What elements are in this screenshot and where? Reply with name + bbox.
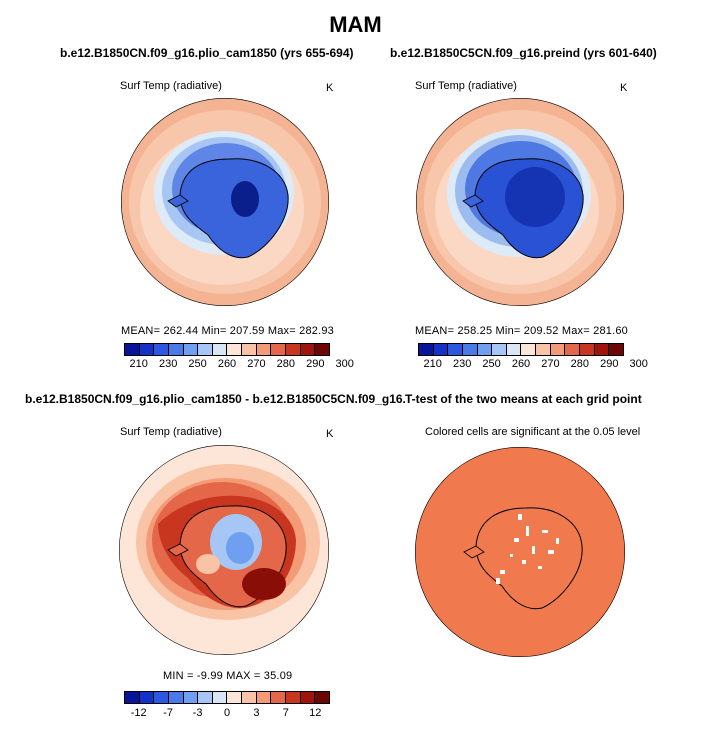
- panel2-colorbar-tick-label: 210: [423, 358, 442, 370]
- panel1-colorbar-swatch: [242, 344, 257, 355]
- panel2-colorbar-tick-label: 300: [629, 358, 648, 370]
- panel3-colorbar-tick-label: 0: [223, 707, 231, 719]
- panel1-colorbar-tick-label: 260: [217, 358, 237, 370]
- panel2-colorbar-swatch: [521, 344, 537, 355]
- panel2-colorbar-swatch: [594, 344, 610, 355]
- panel1-colorbar-swatch: [183, 344, 199, 355]
- panel1-units: K: [326, 82, 334, 94]
- panel3-title: b.e12.B1850CN.f09_g16.plio_cam1850 - b.e…: [25, 392, 405, 406]
- panel1-colorbar: [124, 343, 330, 356]
- panel1-colorbar-tick-label: 270: [247, 358, 266, 370]
- panel3-colorbar-swatch: [212, 692, 228, 703]
- panel3-polar-map: [119, 445, 329, 655]
- panel4-title: T-test of the two means at each grid poi…: [405, 392, 642, 406]
- panel2-colorbar: [418, 343, 624, 356]
- panel1-colorbar-swatch: [139, 344, 155, 355]
- panel3-variable: Surf Temp (radiative): [120, 426, 222, 438]
- panel2-colorbar-swatch: [580, 344, 595, 355]
- panel3-colorbar: [124, 691, 330, 704]
- panel3-colorbar-tick-label: -7: [163, 707, 174, 719]
- panel4-polar-map: [415, 447, 625, 657]
- panel2-colorbar-swatch: [536, 344, 551, 355]
- panel1-colorbar-swatch: [168, 344, 184, 355]
- panel1-colorbar-tick-label: 280: [276, 358, 296, 370]
- panel2-colorbar-swatch: [462, 344, 478, 355]
- panel2-colorbar-tick-label: 270: [541, 358, 560, 370]
- panel2-polar-map: [416, 98, 624, 306]
- panel1-colorbar-swatch: [315, 344, 329, 355]
- panel3-units: K: [326, 428, 334, 440]
- panel3-colorbar-swatch: [168, 692, 184, 703]
- panel2-colorbar-swatch: [550, 344, 566, 355]
- panel2-units: K: [620, 82, 628, 94]
- panel2-colorbar-tick-label: 290: [600, 358, 619, 370]
- panel1-colorbar-tick-label: 230: [158, 358, 178, 370]
- panel2-colorbar-swatch: [492, 344, 507, 355]
- panel3-colorbar-tick-label: 7: [282, 707, 289, 719]
- panel2-colorbar-swatch: [609, 344, 623, 355]
- panel1-colorbar-swatch: [212, 344, 228, 355]
- panel2-title: b.e12.B1850C5CN.f09_g16.preind (yrs 601-…: [390, 46, 657, 60]
- panel2-stats: MEAN= 258.25 Min= 209.52 Max= 281.60: [415, 325, 628, 337]
- panel3-colorbar-swatch: [300, 692, 316, 703]
- panel3-colorbar-swatch: [256, 692, 272, 703]
- panel3-colorbar-tick-label: 12: [309, 707, 322, 719]
- panel2-colorbar-tick-label: 250: [482, 358, 501, 370]
- panel2-colorbar-swatch: [433, 344, 449, 355]
- panel3-colorbar-swatch: [198, 692, 213, 703]
- panel1-colorbar-swatch: [154, 344, 169, 355]
- panel2-colorbar-tick-label: 260: [511, 358, 531, 370]
- panel1-colorbar-swatch: [256, 344, 272, 355]
- panel3-colorbar-swatch: [315, 692, 329, 703]
- panel1-colorbar-swatch: [300, 344, 316, 355]
- panel4-antarctica: [475, 507, 583, 610]
- panel1-colorbar-swatch: [227, 344, 243, 355]
- panel1-stats: MEAN= 262.44 Min= 207.59 Max= 282.93: [121, 325, 334, 337]
- panel2-variable: Surf Temp (radiative): [415, 80, 517, 92]
- panel3-colorbar-swatch: [154, 692, 169, 703]
- panel1-variable: Surf Temp (radiative): [120, 80, 222, 92]
- panel3-colorbar-swatch: [242, 692, 257, 703]
- panel1-title: b.e12.B1850CN.f09_g16.plio_cam1850 (yrs …: [60, 46, 354, 60]
- panel4-subtitle: Colored cells are significant at the 0.0…: [425, 426, 641, 438]
- panel3-colorbar-swatch: [271, 692, 287, 703]
- panel3-colorbar-swatch: [286, 692, 301, 703]
- panel3-colorbar-swatch: [183, 692, 199, 703]
- panel1-colorbar-tick-label: 250: [188, 358, 207, 370]
- panel2-colorbar-swatch: [448, 344, 463, 355]
- panel1-polar-map: [121, 98, 329, 306]
- panel2-colorbar-swatch: [419, 344, 434, 355]
- panel2-colorbar-tick-label: 280: [570, 358, 590, 370]
- panel2-colorbar-swatch: [565, 344, 581, 355]
- panel3-colorbar-swatch: [139, 692, 155, 703]
- panel3-colorbar-tick-label: 3: [253, 707, 260, 719]
- panel3-colorbar-swatch: [227, 692, 243, 703]
- panel2-colorbar-swatch: [506, 344, 522, 355]
- panel2-colorbar-swatch: [477, 344, 493, 355]
- figure-title: MAM: [329, 12, 382, 37]
- panel3-colorbar-tick-label: -12: [130, 707, 147, 719]
- panel3-stats: MIN = -9.99 MAX = 35.09: [163, 670, 293, 682]
- panel1-colorbar-tick-label: 210: [129, 358, 148, 370]
- panel1-colorbar-tick-label: 300: [335, 358, 354, 370]
- panel2-colorbar-tick-label: 230: [452, 358, 472, 370]
- panel3-colorbar-tick-label: -3: [192, 707, 203, 719]
- panel1-colorbar-swatch: [198, 344, 213, 355]
- panel1-colorbar-swatch: [125, 344, 140, 355]
- panel1-colorbar-swatch: [286, 344, 301, 355]
- panel1-colorbar-tick-label: 290: [306, 358, 325, 370]
- panel1-colorbar-swatch: [271, 344, 287, 355]
- panel3-colorbar-swatch: [125, 692, 140, 703]
